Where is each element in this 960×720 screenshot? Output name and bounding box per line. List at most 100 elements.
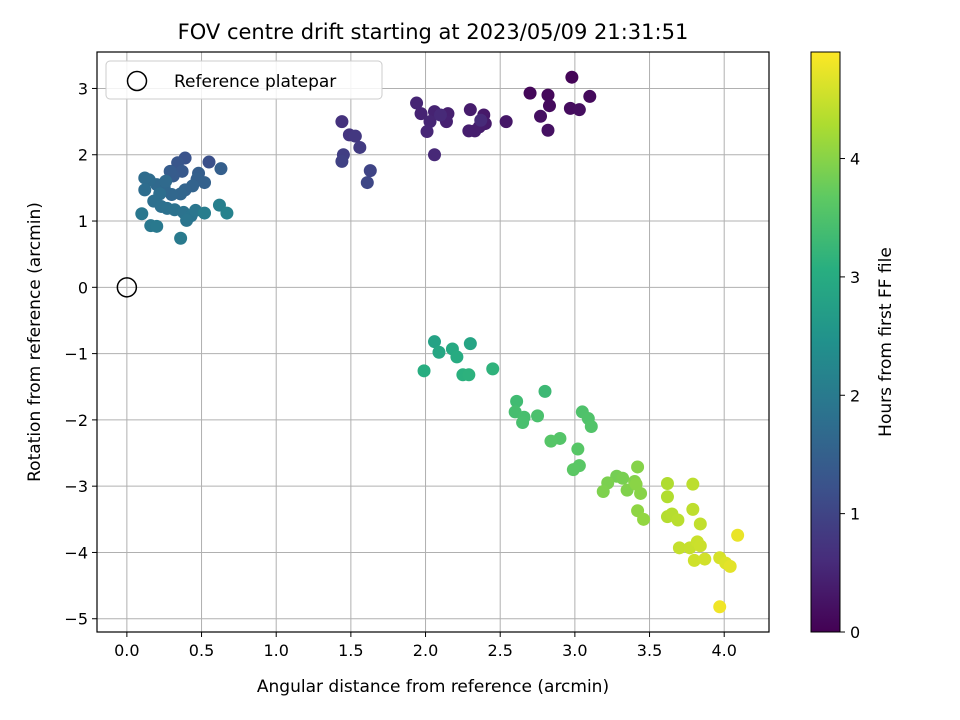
- x-tick-label: 1.5: [338, 641, 363, 660]
- data-point: [584, 420, 598, 434]
- data-point: [516, 416, 530, 430]
- y-axis-ticks: 3 2 1 0 −1 −2 −3 −4 −5: [64, 79, 97, 629]
- data-point: [542, 99, 556, 113]
- x-tick-label: 2.5: [487, 641, 512, 660]
- data-point: [616, 471, 630, 485]
- data-point: [686, 477, 700, 491]
- data-point: [660, 477, 674, 491]
- legend-label: Reference platepar: [174, 72, 336, 92]
- data-point: [698, 552, 712, 566]
- data-point: [198, 176, 212, 190]
- data-point: [486, 362, 500, 376]
- data-point: [731, 528, 745, 542]
- data-point: [693, 539, 707, 553]
- data-point: [202, 155, 216, 169]
- y-tick-label: −3: [64, 477, 88, 496]
- y-tick-label: −4: [64, 543, 88, 562]
- data-point: [427, 148, 441, 162]
- data-points: [135, 70, 745, 614]
- data-point: [544, 434, 558, 448]
- data-point: [420, 125, 434, 139]
- chart-title: FOV centre drift starting at 2023/05/09 …: [178, 20, 689, 44]
- x-tick-label: 3.0: [562, 641, 587, 660]
- data-point: [433, 108, 447, 122]
- plot-frame: [96, 51, 770, 633]
- y-tick-label: 1: [78, 212, 88, 231]
- colorbar-ticks: 0 1 2 3 4: [840, 150, 860, 642]
- data-point: [463, 337, 477, 351]
- data-point: [138, 183, 152, 197]
- colorbar-tick-label: 2: [850, 386, 860, 405]
- data-point: [220, 206, 234, 220]
- data-point: [363, 164, 377, 178]
- data-point: [541, 123, 555, 137]
- data-point: [463, 103, 477, 117]
- data-point: [660, 490, 674, 504]
- data-point: [138, 171, 152, 185]
- y-axis-label: Rotation from reference (arcmin): [25, 202, 45, 482]
- x-tick-label: 3.5: [637, 641, 662, 660]
- x-axis-ticks: 0.0 0.5 1.0 1.5 2.0 2.5 3.0 3.5 4.0: [114, 632, 737, 660]
- data-point: [214, 162, 228, 176]
- legend-box: [105, 60, 383, 100]
- data-point: [631, 460, 645, 474]
- data-point: [180, 213, 194, 227]
- colorbar-label: Hours from first FF file: [876, 247, 896, 437]
- legend: Reference platepar: [105, 60, 383, 100]
- y-tick-label: 0: [78, 278, 88, 297]
- y-tick-label: −1: [64, 345, 88, 364]
- data-point: [432, 345, 446, 359]
- data-point: [565, 70, 579, 84]
- y-tick-label: −2: [64, 411, 88, 430]
- data-point: [629, 477, 643, 491]
- data-point: [174, 231, 188, 245]
- data-point: [596, 484, 610, 498]
- data-point: [693, 517, 707, 531]
- x-axis-label: Angular distance from reference (arcmin): [257, 677, 609, 697]
- colorbar-tick-label: 0: [850, 623, 860, 642]
- data-point: [571, 442, 585, 456]
- data-point: [583, 89, 597, 103]
- colorbar: 0 1 2 3 4 Hours from first FF file: [810, 51, 896, 642]
- data-point: [474, 113, 488, 127]
- data-point: [566, 463, 580, 477]
- data-point: [672, 541, 686, 555]
- x-tick-label: 2.0: [413, 641, 438, 660]
- data-point: [360, 176, 374, 190]
- data-point: [723, 559, 737, 573]
- colorbar-tick-label: 1: [850, 505, 860, 524]
- data-point: [538, 384, 552, 398]
- colorbar-gradient: [810, 51, 841, 633]
- data-point: [499, 115, 513, 129]
- y-tick-label: 2: [78, 146, 88, 165]
- data-point: [335, 154, 349, 168]
- y-tick-label: 3: [78, 79, 88, 98]
- data-point: [335, 115, 349, 129]
- data-point: [531, 409, 545, 423]
- data-point: [687, 553, 701, 567]
- data-point: [150, 219, 164, 233]
- data-point: [713, 600, 727, 614]
- legend-marker-icon: [126, 70, 148, 92]
- data-point: [427, 335, 441, 349]
- x-tick-label: 0.0: [114, 641, 139, 660]
- data-point: [423, 115, 437, 129]
- data-point: [450, 350, 464, 364]
- x-tick-label: 1.0: [263, 641, 288, 660]
- data-point: [637, 512, 651, 526]
- y-tick-label: −5: [64, 610, 88, 629]
- data-point: [353, 140, 367, 154]
- data-point: [541, 88, 555, 102]
- data-point: [163, 164, 177, 178]
- data-point: [198, 206, 212, 220]
- x-tick-label: 0.5: [189, 641, 214, 660]
- data-point: [135, 207, 149, 221]
- colorbar-tick-label: 4: [850, 150, 860, 169]
- data-point: [534, 109, 548, 123]
- reference-platepar-marker: [116, 277, 138, 298]
- x-tick-label: 4.0: [711, 641, 736, 660]
- data-point: [462, 124, 476, 138]
- data-point: [523, 86, 537, 100]
- data-point: [686, 502, 700, 516]
